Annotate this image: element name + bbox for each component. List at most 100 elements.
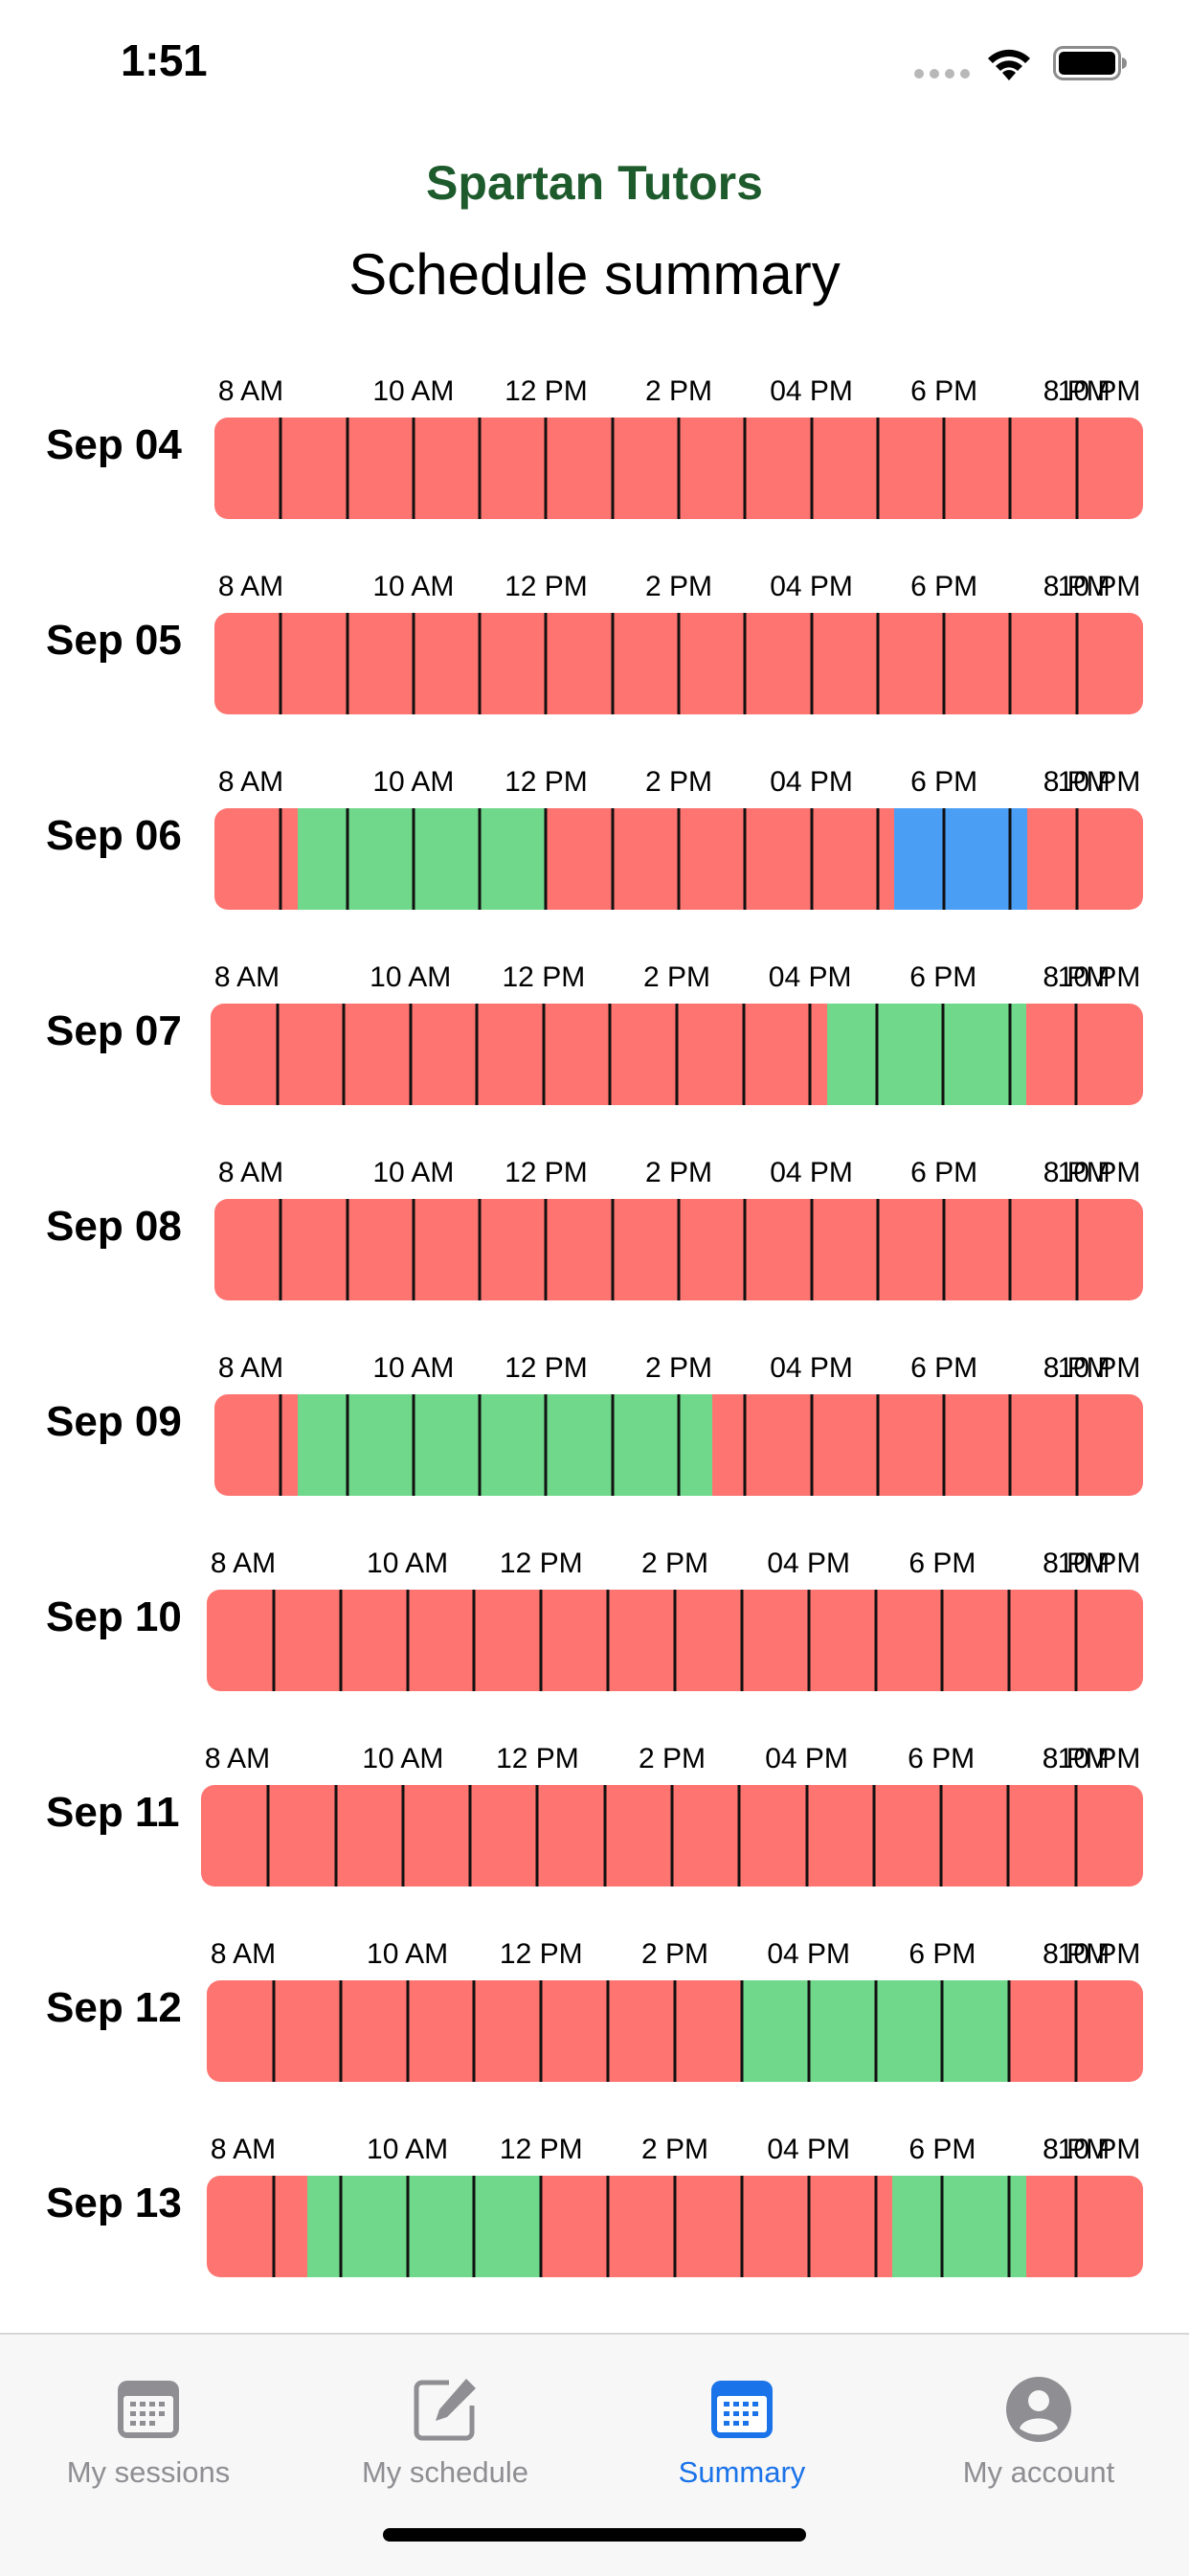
hour-divider [807, 1590, 811, 1691]
hour-divider [478, 1199, 482, 1300]
schedule-day-row: Sep 08 8 AM 10 AM 12 PM 2 PM 04 PM 6 PM 8 PM 10 … [0, 1157, 1189, 1310]
schedule-day-row: Sep 05 8 AM 10 AM 12 PM 2 PM 04 PM 6 PM 8 PM 10 … [0, 571, 1189, 724]
hour-divider [673, 1980, 677, 2082]
day-availability-bar[interactable] [214, 613, 1143, 714]
hour-divider [1007, 1590, 1011, 1691]
day-availability-bar[interactable] [207, 1590, 1143, 1691]
hour-divider [942, 418, 946, 519]
hour-divider [611, 418, 615, 519]
hour-divider [940, 2176, 944, 2277]
hour-divider [1007, 2176, 1011, 2277]
hour-label: 8 AM [217, 766, 284, 798]
hour-divider [542, 1004, 546, 1105]
schedule-day-row: Sep 07 8 AM 10 AM 12 PM 2 PM 04 PM 6 PM 8 PM 10 … [0, 961, 1189, 1115]
day-availability-bar[interactable] [207, 1980, 1143, 2082]
hour-divider [279, 1199, 282, 1300]
hour-divider [475, 1004, 479, 1105]
hour-label: 8 AM [210, 1938, 277, 1970]
hour-divider [942, 1394, 946, 1496]
hour-divider [539, 2176, 543, 2277]
day-availability-bar[interactable] [211, 1004, 1143, 1105]
hour-label: 12 PM [499, 1548, 583, 1579]
available-segment[interactable] [297, 1394, 712, 1496]
hour-divider [478, 613, 482, 714]
hour-label: 10 AM [372, 1157, 455, 1188]
hour-label: 6 PM [909, 961, 977, 993]
hour-label: 6 PM [910, 571, 978, 602]
hour-label: 04 PM [770, 571, 853, 602]
hour-label: 10 AM [367, 2134, 449, 2165]
day-label: Sep 06 [46, 812, 182, 859]
hour-label: 6 PM [910, 1352, 978, 1384]
hour-divider [472, 1590, 476, 1691]
tab-my-schedule[interactable]: My schedule [297, 2354, 594, 2497]
hour-label: 04 PM [768, 961, 852, 993]
tab-summary[interactable]: Summary [594, 2354, 890, 2497]
hour-label: 8 PM [1043, 766, 1110, 798]
hour-label: 2 PM [640, 1548, 709, 1579]
hour-divider [406, 2176, 410, 2277]
hour-label: 8 AM [213, 961, 280, 993]
hour-divider [603, 1785, 607, 1887]
hour-divider [740, 2176, 744, 2277]
hour-divider [472, 1980, 476, 2082]
battery-icon [1053, 46, 1127, 80]
hour-label: 2 PM [640, 2134, 709, 2165]
day-label: Sep 12 [46, 1984, 182, 2031]
hour-divider [544, 808, 548, 910]
hour-label: 2 PM [638, 1743, 707, 1774]
hour-divider [339, 2176, 343, 2277]
cellular-signal-icon [914, 69, 970, 79]
hour-divider [272, 1980, 276, 2082]
hour-label: 10 AM [367, 1548, 449, 1579]
hour-divider [272, 1590, 276, 1691]
hour-divider [1074, 1980, 1078, 2082]
hour-label: 8 AM [210, 2134, 277, 2165]
hour-label: 12 PM [502, 961, 586, 993]
hour-divider [272, 2176, 276, 2277]
day-availability-bar[interactable] [214, 1199, 1143, 1300]
hour-divider [401, 1785, 405, 1887]
hour-label: 2 PM [642, 961, 711, 993]
hour-label: 8 PM [1042, 1743, 1110, 1774]
hour-divider [872, 1785, 876, 1887]
booked-segment[interactable] [894, 808, 1027, 910]
hour-label: 12 PM [499, 2134, 583, 2165]
day-availability-bar[interactable] [214, 1394, 1143, 1496]
hour-label: 04 PM [770, 1157, 853, 1188]
hour-label: 10 AM [370, 961, 452, 993]
hour-divider [876, 808, 880, 910]
hour-divider [875, 1004, 879, 1105]
hour-divider [737, 1785, 741, 1887]
hour-divider [807, 1980, 811, 2082]
hour-divider [478, 1394, 482, 1496]
day-label: Sep 10 [46, 1593, 182, 1640]
tab-my-sessions[interactable]: My sessions [0, 2354, 297, 2497]
hour-divider [1074, 1004, 1078, 1105]
hour-divider [675, 1004, 679, 1105]
hour-label: 8 PM [1043, 1157, 1110, 1188]
day-availability-bar[interactable] [214, 418, 1143, 519]
available-segment[interactable] [297, 808, 547, 910]
day-label: Sep 05 [46, 617, 182, 664]
status-time: 1:51 [121, 35, 208, 85]
hour-divider [346, 418, 349, 519]
tab-my-account[interactable]: My account [890, 2354, 1187, 2497]
status-bar: 1:51 [0, 0, 1189, 126]
schedule-day-row: Sep 04 8 AM 10 AM 12 PM 2 PM 04 PM 6 PM 8 PM 10 … [0, 375, 1189, 529]
tab-label: My sessions [66, 2455, 231, 2489]
schedule-day-row: Sep 12 8 AM 10 AM 12 PM 2 PM 04 PM 6 PM 8 PM 10 … [0, 1938, 1189, 2091]
hour-divider [810, 1199, 814, 1300]
available-segment[interactable] [892, 2176, 1026, 2277]
hour-divider [673, 1590, 677, 1691]
hour-divider [1074, 1590, 1078, 1691]
hour-divider [606, 1590, 610, 1691]
hour-divider [743, 613, 747, 714]
day-availability-bar[interactable] [207, 2176, 1143, 2277]
day-availability-bar[interactable] [214, 808, 1143, 910]
hour-label: 8 PM [1043, 571, 1110, 602]
hour-label: 2 PM [644, 1352, 713, 1384]
day-availability-bar[interactable] [201, 1785, 1143, 1887]
available-segment[interactable] [826, 1004, 1027, 1105]
available-segment[interactable] [306, 2176, 542, 2277]
